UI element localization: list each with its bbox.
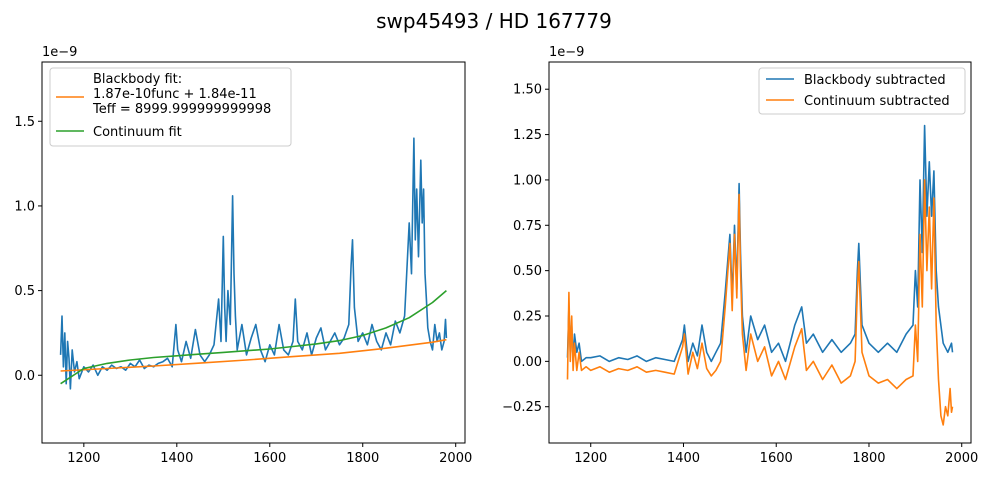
right-xtick-label: 1800 xyxy=(852,451,885,466)
legend-continuum-subtracted: Continuum subtracted xyxy=(804,94,950,109)
right-ytick-label: −0.25 xyxy=(502,400,542,415)
left-offset-text: 1e−9 xyxy=(42,45,77,60)
legend-blackbody-subtracted: Blackbody subtracted xyxy=(804,73,946,88)
right-ytick-label: 0.25 xyxy=(513,310,542,325)
right-ytick-label: 1.00 xyxy=(513,173,542,188)
right-ytick-label: 0.50 xyxy=(513,264,542,279)
right-legend: Blackbody subtracted Continuum subtracte… xyxy=(758,67,966,115)
right-offset-text: 1e−9 xyxy=(549,45,584,60)
right-xtick-label: 2000 xyxy=(945,451,978,466)
left-ytick-label: 0.5 xyxy=(14,284,35,299)
right-ytick-label: 1.25 xyxy=(513,128,542,143)
right-ytick-label: 0.75 xyxy=(513,219,542,234)
left-xtick-label: 1200 xyxy=(67,451,100,466)
left-plot-data xyxy=(59,137,448,390)
left-axes-frame xyxy=(41,61,466,444)
left-legend-box xyxy=(49,67,292,147)
left-xtick-label: 1400 xyxy=(160,451,193,466)
left-xtick-label: 1800 xyxy=(346,451,379,466)
right-xtick-label: 1400 xyxy=(667,451,700,466)
figure-title: swp45493 / HD 167779 xyxy=(376,9,612,33)
legend-bb-line2: Teff = 8999.999999999998 xyxy=(92,102,271,117)
right-xtick-label: 1200 xyxy=(574,451,607,466)
right-axes-ticks: 1200 1400 1600 1800 2000 −0.25 0.00 0.25 0.50 0.7… xyxy=(502,83,978,466)
right-ytick-label: 1.50 xyxy=(513,83,542,98)
left-axes-ticks: 1200 1400 1600 1800 2000 0.0 0.5 1.0 1.5 xyxy=(14,115,472,466)
left-series-line-2 xyxy=(60,289,447,385)
right-series-line-0 xyxy=(566,124,954,363)
right-panel: 1200 1400 1600 1800 2000 −0.25 0.00 0.25 0.50 0.7… xyxy=(502,45,978,466)
right-legend-box xyxy=(758,67,966,115)
right-ytick-label: 0.00 xyxy=(513,355,542,370)
legend-continuum-fit: Continuum fit xyxy=(93,125,182,140)
left-xtick-label: 2000 xyxy=(439,451,472,466)
right-plot-data xyxy=(566,124,954,426)
legend-bb-line1: 1.87e-10func + 1.84e-11 xyxy=(93,87,257,102)
right-xtick-label: 1600 xyxy=(760,451,793,466)
left-ytick-label: 1.0 xyxy=(14,199,35,214)
legend-bb-header: Blackbody fit: xyxy=(93,72,182,87)
right-axes-frame xyxy=(548,61,972,444)
right-series-line-1 xyxy=(566,179,954,426)
left-legend: Blackbody fit: 1.87e-10func + 1.84e-11 T… xyxy=(49,67,292,147)
left-ytick-label: 0.0 xyxy=(14,369,35,384)
left-series-line-1 xyxy=(60,338,447,372)
left-xtick-label: 1600 xyxy=(253,451,286,466)
left-ytick-label: 1.5 xyxy=(14,115,35,130)
left-series-line-0 xyxy=(59,137,448,390)
left-panel: 1200 1400 1600 1800 2000 0.0 0.5 1.0 1.5 1e−9 Bl… xyxy=(14,45,472,466)
